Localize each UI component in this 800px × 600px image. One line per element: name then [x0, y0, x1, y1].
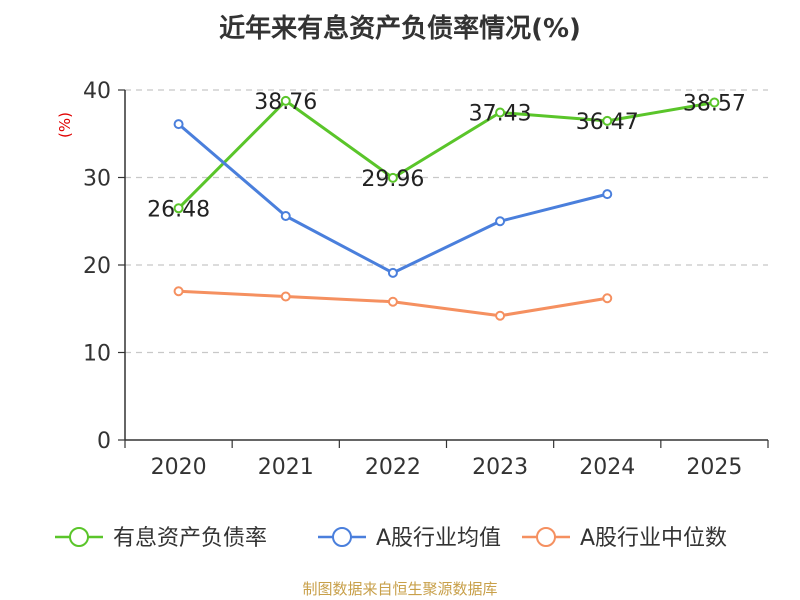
y-axis-label: (%) — [56, 112, 74, 138]
legend-label: A股行业中位数 — [580, 526, 727, 551]
data-label: 37.43 — [469, 101, 532, 126]
axes: 0 10 20 30 40 2020 2021 2022 2023 2024 2025 (%) — [56, 79, 769, 480]
legend-label: A股行业均值 — [376, 526, 501, 551]
x-tick-label: 2022 — [365, 455, 421, 480]
legend-label: 有息资产负债率 — [113, 526, 267, 551]
data-point — [280, 211, 291, 221]
data-point — [387, 172, 398, 183]
legend: 有息资产负债率 A股行业均值 A股行业中位数 — [55, 526, 727, 551]
data-source-note: 制图数据来自恒生聚源数据库 — [302, 580, 498, 598]
data-point — [602, 293, 613, 304]
x-tick-label: 2021 — [258, 455, 314, 480]
chart-title: 近年来有息资产负债率情况(%) — [219, 14, 581, 44]
x-tick-label: 2023 — [472, 455, 528, 480]
y-tick-label: 30 — [83, 167, 111, 192]
series-line-1 — [177, 122, 608, 275]
data-point — [173, 286, 184, 297]
data-label: 38.76 — [254, 90, 317, 115]
data-point — [387, 267, 398, 278]
x-tick-label: 2025 — [686, 455, 742, 480]
x-tick-label: 2024 — [579, 455, 635, 480]
data-point — [280, 291, 291, 302]
data-labels: 26.48 38.76 29.96 37.43 36.47 38.57 — [147, 90, 746, 222]
data-point — [173, 119, 184, 130]
gridlines — [125, 89, 768, 354]
data-label: 38.57 — [683, 92, 746, 117]
x-tick-label: 2020 — [151, 455, 207, 480]
y-tick-label: 40 — [83, 79, 111, 104]
series-line-0 — [177, 99, 715, 210]
data-label: 29.96 — [361, 167, 424, 192]
data-point — [709, 97, 720, 108]
legend-marker — [69, 527, 89, 547]
legend-marker — [536, 527, 556, 547]
data-point — [173, 203, 184, 214]
data-point — [280, 95, 291, 106]
legend-marker — [332, 527, 352, 547]
data-label: 36.47 — [576, 110, 639, 135]
data-point — [387, 296, 398, 307]
y-tick-label: 20 — [83, 254, 111, 279]
data-point — [495, 216, 506, 227]
data-point — [602, 189, 613, 200]
y-tick-label: 0 — [97, 429, 111, 454]
y-tick-label: 10 — [83, 342, 111, 367]
series-lines — [173, 95, 720, 321]
data-point — [495, 107, 506, 118]
data-label: 26.48 — [147, 197, 210, 222]
data-point — [495, 310, 506, 321]
data-point — [602, 115, 613, 126]
